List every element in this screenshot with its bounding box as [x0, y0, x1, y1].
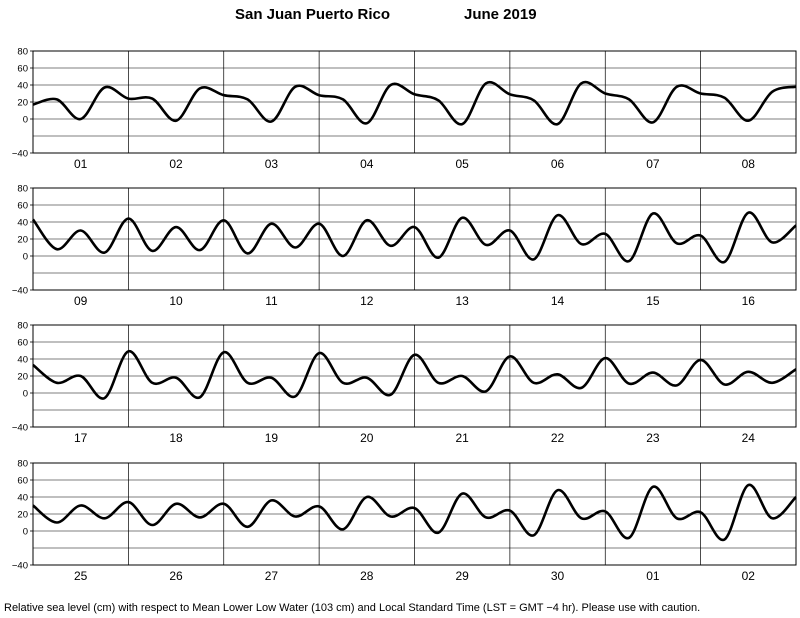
y-tick-label: 60	[17, 476, 28, 487]
day-label: 27	[265, 569, 279, 583]
day-label: 15	[646, 294, 660, 308]
day-label: 08	[742, 157, 756, 171]
y-tick-label: 0	[23, 389, 28, 400]
day-label: 02	[169, 157, 183, 171]
day-label: 26	[169, 569, 183, 583]
y-tick-label: 0	[23, 115, 28, 126]
day-label: 21	[456, 431, 470, 445]
y-tick-label: 0	[23, 527, 28, 538]
day-label: 07	[646, 157, 660, 171]
day-label: 10	[169, 294, 183, 308]
chart-title: San Juan Puerto Rico June 2019	[0, 6, 800, 28]
footer-note: Relative sea level (cm) with respect to …	[4, 602, 701, 614]
y-tick-label: 60	[17, 338, 28, 349]
month-year: June 2019	[464, 6, 537, 23]
y-tick-label: 20	[17, 98, 28, 109]
day-label: 16	[742, 294, 756, 308]
tide-curve	[32, 350, 797, 400]
day-label: 09	[74, 294, 88, 308]
y-tick-label: 60	[17, 64, 28, 75]
station-name: San Juan Puerto Rico	[235, 6, 391, 23]
y-tick-label: 80	[17, 321, 28, 332]
y-tick-label: 60	[17, 201, 28, 212]
y-tick-label: 80	[17, 47, 28, 58]
y-tick-label: 0	[23, 252, 28, 263]
tide-curve	[32, 80, 797, 126]
y-tick-label: 20	[17, 372, 28, 383]
day-label: 13	[456, 294, 470, 308]
y-tick-label: 20	[17, 510, 28, 521]
day-label: 22	[551, 431, 565, 445]
y-tick-label: −40	[12, 286, 28, 297]
day-label: 06	[551, 157, 565, 171]
day-label: 11	[265, 294, 278, 308]
day-label: 14	[551, 294, 565, 308]
day-label: 24	[742, 431, 756, 445]
y-tick-label: 20	[17, 235, 28, 246]
y-tick-label: 80	[17, 459, 28, 470]
day-label: 02	[742, 569, 756, 583]
y-tick-label: 80	[17, 184, 28, 195]
day-label: 20	[360, 431, 374, 445]
y-tick-label: −40	[12, 149, 28, 160]
day-label: 28	[360, 569, 374, 583]
y-tick-label: 40	[17, 218, 28, 229]
day-label: 17	[74, 431, 88, 445]
y-tick-label: 40	[17, 81, 28, 92]
day-label: 25	[74, 569, 88, 583]
day-label: 01	[646, 569, 660, 583]
day-label: 23	[646, 431, 660, 445]
tide-plots: 80 60 40 20 0 −40 01 02 03 04 05 06 07 08 80 60 40 20 0 −40…	[12, 47, 797, 583]
y-tick-label: −40	[12, 423, 28, 434]
day-label: 01	[74, 157, 88, 171]
day-label: 30	[551, 569, 565, 583]
tide-curve	[31, 211, 797, 264]
day-label: 03	[265, 157, 279, 171]
day-label: 05	[456, 157, 470, 171]
day-label: 29	[456, 569, 470, 583]
day-label: 18	[169, 431, 183, 445]
y-tick-label: 40	[17, 355, 28, 366]
day-label: 04	[360, 157, 374, 171]
y-tick-label: −40	[12, 561, 28, 572]
tide-curve	[32, 483, 797, 542]
y-tick-label: 40	[17, 493, 28, 504]
day-label: 19	[265, 431, 279, 445]
day-label: 12	[360, 294, 374, 308]
